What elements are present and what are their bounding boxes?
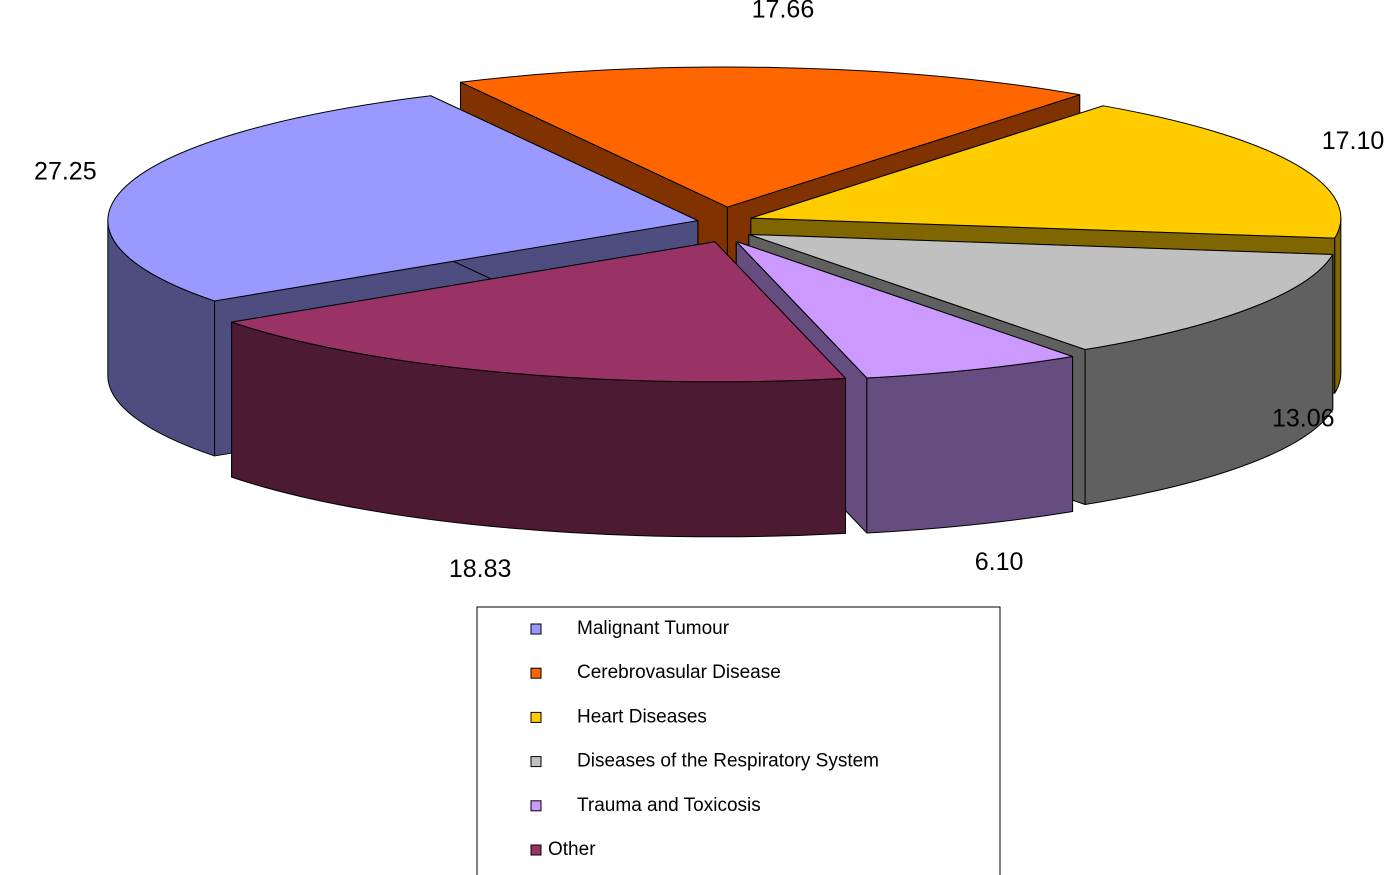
legend-swatch: [530, 756, 542, 768]
legend-label: Cerebrovasular Disease: [577, 662, 781, 683]
slice: [107, 95, 699, 302]
value-label: 18.83: [449, 555, 512, 583]
legend-swatch: [530, 623, 542, 635]
value-label: 17.10: [1322, 127, 1385, 155]
legend-label: Malignant Tumour: [577, 618, 730, 639]
value-label: 27.25: [34, 157, 97, 185]
slice: [750, 105, 1342, 239]
legend-swatch: [530, 800, 542, 812]
value-label: 6.10: [975, 548, 1024, 576]
slice: [748, 233, 1334, 351]
legend-label: Heart Diseases: [577, 706, 707, 727]
legend-swatch: [530, 844, 542, 856]
legend-box: [476, 606, 1001, 875]
legend-label: Other: [548, 839, 596, 860]
value-label: 17.66: [752, 0, 815, 23]
legend-label: Diseases of the Respiratory System: [577, 751, 879, 772]
value-label: 13.06: [1272, 404, 1335, 432]
legend-swatch: [530, 667, 542, 679]
slice: [735, 240, 1074, 379]
slice-wall: [1334, 217, 1342, 394]
slice-wall: [866, 356, 1074, 534]
legend-label: Trauma and Toxicosis: [577, 795, 761, 816]
slice: [459, 66, 1081, 208]
legend-swatch: [530, 711, 542, 723]
slice: [231, 241, 847, 383]
